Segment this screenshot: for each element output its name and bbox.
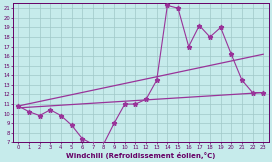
X-axis label: Windchill (Refroidissement éolien,°C): Windchill (Refroidissement éolien,°C) [66,151,215,159]
